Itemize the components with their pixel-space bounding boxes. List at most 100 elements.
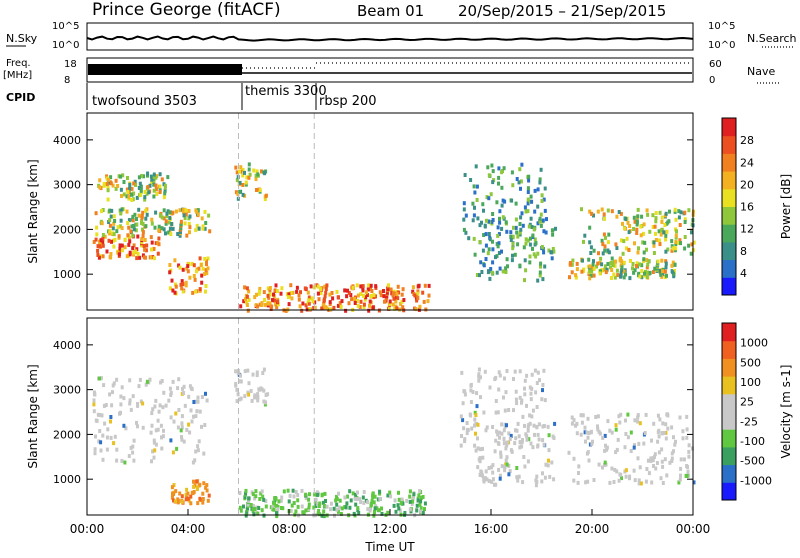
data-cell-195 (168, 210, 172, 215)
data-cell-1150 (651, 213, 655, 218)
data-cell-666 (495, 429, 499, 434)
data-cell-654 (364, 295, 368, 300)
data-cell-1194 (603, 244, 607, 249)
data-cell-863 (513, 252, 517, 257)
data-cell-1198 (639, 224, 643, 229)
data-cell-1231 (627, 247, 631, 252)
data-cell-761 (682, 457, 686, 462)
data-cell-467 (247, 297, 251, 302)
data-cell-576 (473, 410, 477, 415)
data-cell-1096 (648, 270, 652, 275)
data-cell-552 (514, 397, 518, 402)
data-cell-284 (98, 178, 102, 183)
data-cell-109 (184, 212, 188, 217)
data-cell-170 (150, 217, 154, 222)
data-cell-692 (332, 305, 336, 310)
data-cell-910 (486, 270, 490, 275)
data-cell-628 (247, 289, 251, 294)
data-cell-15 (171, 450, 175, 455)
data-cell-718 (542, 442, 546, 447)
data-cell-85 (125, 254, 129, 259)
data-cell-903 (608, 428, 612, 433)
data-cell-890 (596, 414, 600, 419)
data-cell-357 (323, 491, 327, 496)
data-cell-737 (487, 479, 491, 483)
data-cell-573 (528, 413, 532, 418)
data-cell-911 (496, 233, 500, 238)
data-cell-307 (132, 191, 136, 196)
data-cell-1029 (663, 269, 667, 274)
colorbar-segment (722, 429, 736, 448)
data-cell-1165 (592, 213, 595, 218)
data-cell-668 (353, 296, 356, 301)
data-cell-705 (502, 441, 506, 446)
data-cell-1017 (672, 268, 676, 273)
data-cell-718 (509, 230, 513, 235)
data-cell-366 (193, 277, 197, 282)
data-cell-290 (166, 175, 170, 180)
y-axis-label: Slant Range [km] (26, 364, 40, 468)
data-cell-1225 (671, 246, 675, 251)
data-cell-722 (542, 197, 546, 202)
data-cell-595 (397, 290, 401, 295)
data-cell-1234 (658, 210, 662, 215)
data-cell-45 (100, 413, 104, 418)
data-cell-866 (500, 249, 503, 254)
data-cell-710 (504, 458, 508, 463)
data-cell-616 (477, 378, 481, 383)
data-cell-624 (324, 290, 328, 295)
data-cell-715 (478, 223, 482, 228)
data-cell-671 (245, 286, 249, 291)
data-cell-933 (491, 260, 495, 265)
data-cell-293 (343, 495, 347, 500)
data-cell-451 (238, 180, 242, 185)
data-cell-274 (346, 494, 349, 499)
data-cell-238 (132, 223, 135, 228)
data-cell-37 (154, 241, 158, 246)
data-cell-1046 (622, 269, 626, 274)
data-cell-308 (114, 178, 118, 183)
data-cell-648 (387, 305, 391, 310)
data-cell-59 (96, 244, 100, 249)
data-cell-860 (505, 257, 509, 262)
data-cell-578 (359, 292, 363, 296)
data-cell-631 (382, 289, 385, 293)
data-cell-457 (336, 303, 340, 308)
data-cell-185 (150, 221, 154, 226)
data-cell-584 (330, 291, 334, 295)
data-cell-551 (317, 297, 321, 302)
data-cell-1148 (589, 245, 593, 250)
data-cell-686 (481, 455, 485, 460)
data-cell-589 (542, 368, 546, 373)
data-cell-380 (204, 268, 208, 273)
colorbar-segment (722, 358, 736, 377)
data-cell-408 (336, 509, 340, 514)
data-cell-814 (685, 427, 689, 432)
data-cell-138 (183, 216, 187, 221)
data-cell-899 (624, 474, 628, 479)
data-cell-944 (542, 250, 546, 255)
data-cell-285 (290, 503, 294, 508)
data-cell-481 (263, 302, 267, 307)
data-cell-850 (491, 239, 494, 244)
time-axis: 00:00 04:00 08:00 12:00 16:00 20:00 00:00 (70, 509, 710, 536)
data-cell-825 (638, 465, 642, 470)
data-cell-264 (127, 190, 131, 195)
data-cell-810 (473, 190, 477, 195)
data-cell-828 (614, 450, 618, 455)
data-cell-0 (140, 243, 143, 248)
data-cell-1236 (637, 246, 640, 251)
data-cell-725 (510, 449, 514, 454)
data-cell-620 (474, 413, 478, 417)
data-cell-1065 (637, 271, 641, 276)
data-cell-1180 (615, 214, 619, 219)
data-cell-826 (467, 236, 471, 241)
data-cell-688 (505, 441, 509, 446)
data-cell-160 (132, 227, 136, 232)
x-tick-label: 16:00 (474, 522, 509, 536)
data-cell-317 (396, 503, 400, 508)
data-cell-343 (126, 189, 130, 194)
data-cell-886 (661, 464, 665, 469)
data-cell-291 (121, 173, 125, 178)
